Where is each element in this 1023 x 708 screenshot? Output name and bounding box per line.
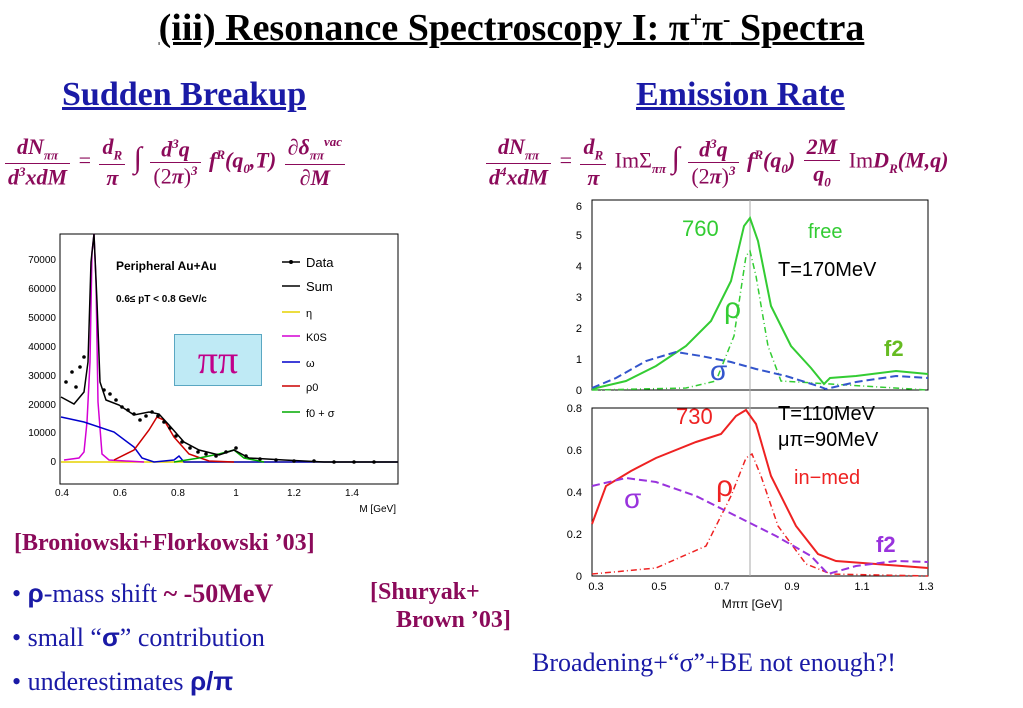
bottom-x-tick: 1.3	[918, 581, 933, 593]
shuryak-reference: [Shuryak+ Brown ’03]	[370, 579, 511, 633]
top-rho-label: ρ	[724, 292, 741, 325]
y-tick: 60000	[28, 284, 56, 295]
top-y-tick: 5	[576, 230, 582, 242]
sudden-breakup-equation: dNππ d3xdM = dR π ∫ d3q (2π)3 fR(q0,T) ∂δππ…	[2, 134, 348, 191]
bottom-y-tick: 0.2	[567, 529, 582, 541]
top-y-tick: 2	[576, 323, 582, 335]
x-tick: 0.4	[55, 488, 69, 499]
bottom-x-tick: 1.1	[854, 581, 869, 593]
bottom-y-tick: 0	[576, 571, 582, 583]
top-y-tick: 0	[576, 385, 582, 397]
y-tick: 70000	[28, 255, 56, 266]
bottom-x-tick: 0.9	[784, 581, 799, 593]
y-tick: 50000	[28, 313, 56, 324]
bottom-y-tick: 0.6	[567, 445, 582, 457]
legend-header: Peripheral Au+Au	[116, 259, 217, 273]
bottom-x-tick: 0.5	[651, 581, 666, 593]
bullet-rho-mass-shift: • ρ-mass shift ~ -50MeV	[12, 578, 274, 608]
top-temp-label: T=170MeV	[778, 259, 877, 281]
top-y-tick: 1	[576, 354, 582, 366]
free-label: free	[808, 221, 842, 243]
top-sigma-label: σ	[710, 355, 727, 386]
bottom-sigma-label: σ	[624, 483, 641, 514]
sudden-breakup-heading: Sudden Breakup	[62, 76, 307, 113]
breakup-spectrum-plot: 0 10000 20000 30000 40000 50000 60000 70…	[24, 222, 410, 520]
legend-item-omega: ω	[306, 358, 315, 370]
x-tick: 1	[233, 488, 239, 499]
legend-item-sum: Sum	[306, 279, 333, 294]
y-tick: 40000	[28, 342, 56, 353]
pi-pi-label-box: ππ	[174, 334, 262, 386]
bottom-rho-label: ρ	[716, 470, 733, 503]
emission-rate-equation: dNππ d4xdM = dR π ImΣππ ∫ d3q (2π)3 fR(q0) …	[483, 134, 948, 191]
slide-title: (iii) Resonance Spectroscopy I: π+π- Spe…	[158, 6, 865, 49]
top-y-tick: 3	[576, 292, 582, 304]
top-y-tick: 6	[576, 201, 582, 213]
mu-label: μπ=90MeV	[778, 429, 879, 451]
bottom-y-tick: 0.8	[567, 403, 582, 415]
in-med-label: in−med	[794, 467, 860, 489]
bullet-underestimates-ratio: • underestimates ρ/π	[12, 666, 234, 696]
bottom-y-tick: 0.4	[567, 487, 582, 499]
y-tick: 10000	[28, 428, 56, 439]
bottom-f2-label: f2	[876, 532, 896, 557]
x-tick: 1.4	[345, 488, 359, 499]
bottom-x-tick: 0.3	[588, 581, 603, 593]
bottom-temp-label: T=110MeV	[778, 403, 876, 425]
emission-rate-plot: 0 1 2 3 4 5 6 0 0.2 0.4 0.6 0.8 0.3 0.5 …	[556, 196, 946, 632]
x-tick: 1.2	[287, 488, 301, 499]
top-f2-label: f2	[884, 336, 904, 361]
y-tick: 0	[50, 457, 56, 468]
top-peak-label: 760	[682, 216, 719, 241]
y-tick: 20000	[28, 400, 56, 411]
bottom-peak-label: 730	[676, 404, 713, 429]
legend-item-k0s: K0S	[306, 332, 327, 344]
bullet-sigma-contribution: • small “σ” contribution	[12, 622, 265, 652]
x-axis-label: M [GeV]	[359, 504, 396, 515]
broniowski-reference: [Broniowski+Florkowski ’03]	[14, 530, 315, 556]
legend-item-f0-sigma: f0 + σ	[306, 408, 335, 420]
top-y-tick: 4	[576, 261, 582, 273]
x-tick: 0.6	[113, 488, 127, 499]
x-tick: 0.8	[171, 488, 185, 499]
emission-rate-heading: Emission Rate	[636, 76, 845, 113]
legend-item-eta: η	[306, 308, 312, 320]
bottom-x-axis-label: Mππ [GeV]	[722, 597, 783, 611]
legend-item-rho0: ρ0	[306, 382, 318, 394]
legend-item-data: Data	[306, 255, 334, 270]
y-tick: 30000	[28, 371, 56, 382]
broadening-note: Broadening+“σ”+BE not enough?!	[532, 648, 896, 677]
pt-range-label: 0.6≤ pT < 0.8 GeV/c	[116, 294, 207, 305]
bottom-x-tick: 0.7	[714, 581, 729, 593]
